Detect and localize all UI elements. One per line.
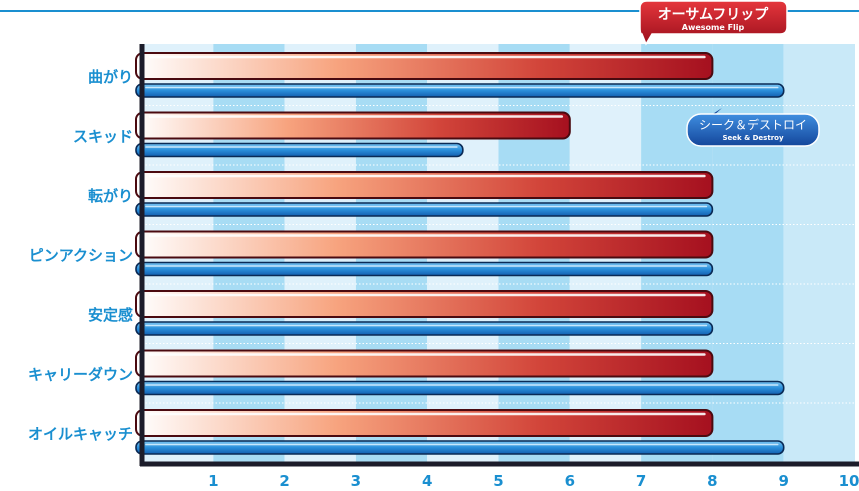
row-dividers: [142, 105, 859, 404]
x-tick-label: 6: [565, 472, 575, 490]
bar-seek-destroy: [135, 440, 785, 455]
bar-awesome-flip: [135, 52, 714, 80]
bar-awesome-flip: [135, 111, 571, 140]
x-tick-label: 1: [208, 472, 218, 490]
legend-series-1-name: オーサムフリップ: [658, 7, 770, 23]
legend-callout-seek-destroy: シーク＆デストロイ Seek & Destroy: [686, 108, 820, 147]
bar-seek-destroy: [135, 202, 714, 217]
x-tick-label: 5: [493, 472, 503, 490]
category-label: 曲がり: [88, 68, 133, 86]
legend-series-2-name: シーク＆デストロイ: [699, 117, 807, 132]
bar-awesome-flip: [135, 230, 714, 259]
bar-awesome-flip: [135, 290, 714, 318]
legend-callout-awesome-flip: オーサムフリップ Awesome Flip: [639, 0, 788, 46]
bar-seek-destroy: [135, 142, 464, 158]
grid-band: [783, 44, 855, 464]
bar-awesome-flip: [135, 409, 714, 437]
bar-seek-destroy: [135, 321, 714, 336]
x-tick-label: 9: [778, 472, 788, 490]
category-label: キャリーダウン: [28, 366, 133, 384]
legend-series-2-subname: Seek & Destroy: [722, 134, 784, 142]
category-label: オイルキャッチ: [28, 425, 133, 443]
category-label: ピンアクション: [29, 247, 133, 265]
x-tick-label: 2: [279, 472, 289, 490]
axes: [139, 44, 859, 467]
bar-seek-destroy: [135, 83, 785, 98]
bars-layer: [135, 52, 785, 455]
x-tick-label: 8: [707, 472, 717, 490]
grid-band: [712, 44, 784, 464]
bar-seek-destroy: [135, 261, 714, 277]
category-label: 安定感: [88, 306, 133, 324]
x-tick-label: 3: [351, 472, 361, 490]
category-label: 転がり: [88, 187, 133, 205]
legend-series-1-subname: Awesome Flip: [682, 23, 745, 32]
x-tick-label: 10: [839, 472, 859, 490]
bar-awesome-flip: [135, 171, 714, 199]
x-tick-label: 4: [422, 472, 432, 490]
category-label: スキッド: [73, 128, 133, 146]
bar-seek-destroy: [135, 380, 785, 396]
x-tick-label: 7: [636, 472, 646, 490]
bar-awesome-flip: [135, 349, 714, 378]
x-tick-labels: 1 2 3 4 5 6 7 8 9 10: [208, 472, 859, 490]
